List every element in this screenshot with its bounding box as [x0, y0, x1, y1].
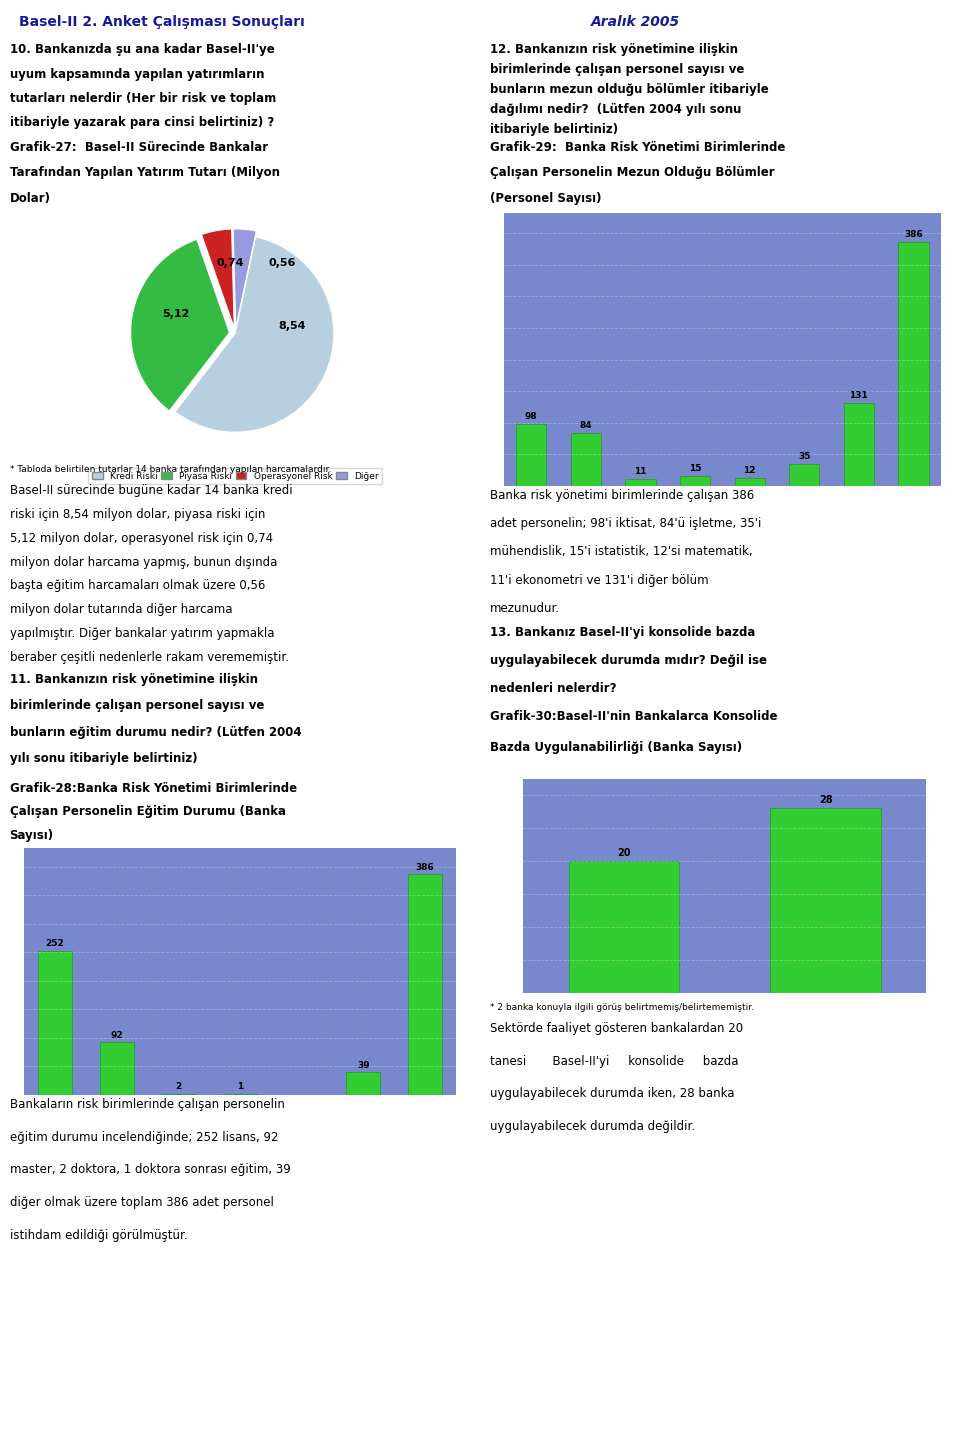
Text: 15: 15 [689, 464, 702, 473]
Wedge shape [202, 229, 234, 328]
Text: 0,56: 0,56 [269, 258, 297, 267]
Text: milyon dolar tutarında diğer harcama: milyon dolar tutarında diğer harcama [10, 603, 232, 616]
Bar [899, 242, 928, 486]
Text: birimlerinde çalışan personel sayısı ve: birimlerinde çalışan personel sayısı ve [490, 64, 744, 77]
Bar [734, 478, 765, 486]
Bar [680, 476, 710, 486]
Text: eğitim durumu incelendiğinde; 252 lisans, 92: eğitim durumu incelendiğinde; 252 lisans… [10, 1131, 278, 1144]
Text: Grafik-30:Basel-II'nin Bankalarca Konsolide: Grafik-30:Basel-II'nin Bankalarca Konsol… [490, 710, 777, 724]
Text: Basel-II 2. Anket Çalışması Sonuçları: Basel-II 2. Anket Çalışması Sonuçları [19, 14, 305, 29]
Text: Sayısı): Sayısı) [10, 829, 54, 842]
Text: milyon dolar harcama yapmış, bunun dışında: milyon dolar harcama yapmış, bunun dışın… [10, 555, 277, 568]
Text: 11: 11 [635, 467, 647, 476]
Text: 13. Bankanız Basel-II'yi konsolide bazda: 13. Bankanız Basel-II'yi konsolide bazda [490, 626, 755, 639]
Y-axis label: Personel Sayısı: Personel Sayısı [471, 320, 480, 378]
Text: 20: 20 [617, 848, 631, 858]
Text: master, 2 doktora, 1 doktora sonrası eğitim, 39: master, 2 doktora, 1 doktora sonrası eği… [10, 1163, 290, 1176]
Text: 39: 39 [357, 1061, 370, 1070]
Text: 0,74: 0,74 [217, 258, 244, 267]
Text: bunların mezun olduğu bölümler itibariyle: bunların mezun olduğu bölümler itibariyl… [490, 83, 768, 96]
Text: yılı sonu itibariyle belirtiniz): yılı sonu itibariyle belirtiniz) [10, 753, 197, 766]
Bar [347, 1073, 380, 1095]
Text: tutarları nelerdir (Her bir risk ve toplam: tutarları nelerdir (Her bir risk ve topl… [10, 91, 276, 104]
Text: Grafik-28:Banka Risk Yönetimi Birimlerinde: Grafik-28:Banka Risk Yönetimi Birimlerin… [10, 782, 297, 795]
Text: Çalışan Personelin Mezun Olduğu Bölümler: Çalışan Personelin Mezun Olduğu Bölümler [490, 167, 774, 180]
Text: Basel-II sürecinde bugüne kadar 14 banka kredi: Basel-II sürecinde bugüne kadar 14 banka… [10, 484, 292, 497]
Text: dağılımı nedir?  (Lütfen 2004 yılı sonu: dağılımı nedir? (Lütfen 2004 yılı sonu [490, 103, 741, 116]
Text: 12. Bankanızın risk yönetimine ilişkin: 12. Bankanızın risk yönetimine ilişkin [490, 44, 737, 57]
Bar [100, 1043, 133, 1095]
Text: 5,12: 5,12 [162, 309, 190, 319]
Bar [844, 403, 874, 486]
Text: uygulayabilecek durumda mıdır? Değil ise: uygulayabilecek durumda mıdır? Değil ise [490, 654, 767, 667]
Text: Grafik-27:  Basel-II Sürecinde Bankalar: Grafik-27: Basel-II Sürecinde Bankalar [10, 141, 268, 154]
Text: uygulayabilecek durumda değildir.: uygulayabilecek durumda değildir. [490, 1119, 695, 1132]
Text: mezunudur.: mezunudur. [490, 602, 560, 615]
Text: 11'i ekonometri ve 131'i diğer bölüm: 11'i ekonometri ve 131'i diğer bölüm [490, 574, 708, 587]
Text: yapılmıştır. Diğer bankalar yatırım yapmakla: yapılmıştır. Diğer bankalar yatırım yapm… [10, 626, 275, 639]
Bar [789, 464, 819, 486]
Text: 9: 9 [476, 1428, 484, 1440]
Text: 28: 28 [819, 796, 832, 805]
Bar [37, 951, 72, 1095]
Text: 252: 252 [45, 940, 64, 948]
Text: Bazda Uygulanabilirliği (Banka Sayısı): Bazda Uygulanabilirliği (Banka Sayısı) [490, 741, 742, 754]
Text: 12: 12 [743, 465, 756, 476]
Text: beraber çeşitli nedenlerle rakam verememiştir.: beraber çeşitli nedenlerle rakam veremem… [10, 651, 289, 664]
Text: riski için 8,54 milyon dolar, piyasa riski için: riski için 8,54 milyon dolar, piyasa ris… [10, 507, 265, 521]
Text: itibariyle belirtiniz): itibariyle belirtiniz) [490, 123, 617, 136]
Text: Sektörde faaliyet gösteren bankalardan 20: Sektörde faaliyet gösteren bankalardan 2… [490, 1022, 743, 1035]
Text: Dolar): Dolar) [10, 193, 51, 204]
Text: adet personelin; 98'i iktisat, 84'ü işletme, 35'i: adet personelin; 98'i iktisat, 84'ü işle… [490, 518, 761, 529]
Text: istihdam edildiği görülmüştür.: istihdam edildiği görülmüştür. [10, 1230, 187, 1243]
Text: 92: 92 [110, 1031, 123, 1040]
Text: 84: 84 [580, 420, 592, 429]
Text: mühendislik, 15'i istatistik, 12'si matematik,: mühendislik, 15'i istatistik, 12'si mate… [490, 545, 753, 558]
Bar [408, 874, 443, 1095]
Text: 386: 386 [416, 863, 435, 871]
Wedge shape [175, 236, 334, 432]
Text: 2: 2 [175, 1082, 181, 1090]
Text: 35: 35 [798, 451, 810, 461]
Text: 11. Bankanızın risk yönetimine ilişkin: 11. Bankanızın risk yönetimine ilişkin [10, 673, 257, 686]
Text: 10. Bankanızda şu ana kadar Basel-II'ye: 10. Bankanızda şu ana kadar Basel-II'ye [10, 44, 275, 57]
Text: bunların eğitim durumu nedir? (Lütfen 2004: bunların eğitim durumu nedir? (Lütfen 20… [10, 725, 301, 738]
Text: 5,12 milyon dolar, operasyonel risk için 0,74: 5,12 milyon dolar, operasyonel risk için… [10, 532, 273, 545]
Text: Bankaların risk birimlerinde çalışan personelin: Bankaların risk birimlerinde çalışan per… [10, 1098, 284, 1111]
Text: başta eğitim harcamaları olmak üzere 0,56: başta eğitim harcamaları olmak üzere 0,5… [10, 580, 265, 593]
Text: 8,54: 8,54 [278, 320, 306, 331]
Text: * 2 banka konuyla ilgili görüş belirtmemiş/belirtememiştir.: * 2 banka konuyla ilgili görüş belirtmem… [490, 1002, 754, 1012]
Bar [626, 478, 656, 486]
Text: Aralık 2005: Aralık 2005 [590, 14, 680, 29]
Wedge shape [131, 239, 229, 410]
Text: 1: 1 [237, 1083, 243, 1092]
Text: 386: 386 [904, 231, 923, 239]
Text: 131: 131 [850, 392, 868, 400]
Text: (Personel Sayısı): (Personel Sayısı) [490, 193, 601, 204]
Text: tanesi       Basel-II'yi     konsolide     bazda: tanesi Basel-II'yi konsolide bazda [490, 1054, 738, 1067]
Legend: Kredi Riski, Piyasa Riski, Operasyonel Risk, Diğer: Kredi Riski, Piyasa Riski, Operasyonel R… [88, 468, 382, 484]
Text: diğer olmak üzere toplam 386 adet personel: diğer olmak üzere toplam 386 adet person… [10, 1196, 274, 1209]
Wedge shape [233, 229, 256, 328]
Bar [571, 432, 601, 486]
Bar [516, 423, 546, 486]
Y-axis label: Banka Sayısı: Banka Sayısı [493, 857, 503, 915]
Text: nedenleri nelerdir?: nedenleri nelerdir? [490, 683, 616, 695]
Text: birimlerinde çalışan personel sayısı ve: birimlerinde çalışan personel sayısı ve [10, 699, 264, 712]
Bar [770, 808, 881, 993]
Text: uygulayabilecek durumda iken, 28 banka: uygulayabilecek durumda iken, 28 banka [490, 1088, 734, 1101]
Text: Tarafından Yapılan Yatırım Tutarı (Milyon: Tarafından Yapılan Yatırım Tutarı (Milyo… [10, 167, 279, 180]
Text: itibariyle yazarak para cinsi belirtiniz) ?: itibariyle yazarak para cinsi belirtiniz… [10, 116, 274, 129]
Text: 98: 98 [525, 412, 538, 420]
Text: Çalışan Personelin Eğitim Durumu (Banka: Çalışan Personelin Eğitim Durumu (Banka [10, 805, 286, 818]
Text: uyum kapsamında yapılan yatırımların: uyum kapsamında yapılan yatırımların [10, 68, 264, 81]
Text: Grafik-29:  Banka Risk Yönetimi Birimlerinde: Grafik-29: Banka Risk Yönetimi Birimleri… [490, 141, 785, 154]
Text: Banka risk yönetimi birimlerinde çalışan 386: Banka risk yönetimi birimlerinde çalışan… [490, 489, 754, 502]
Text: * Tabloda belirtilen tutarlar 14 banka tarafından yapılan harcamalardır.: * Tabloda belirtilen tutarlar 14 banka t… [10, 465, 331, 474]
Bar [568, 861, 680, 993]
